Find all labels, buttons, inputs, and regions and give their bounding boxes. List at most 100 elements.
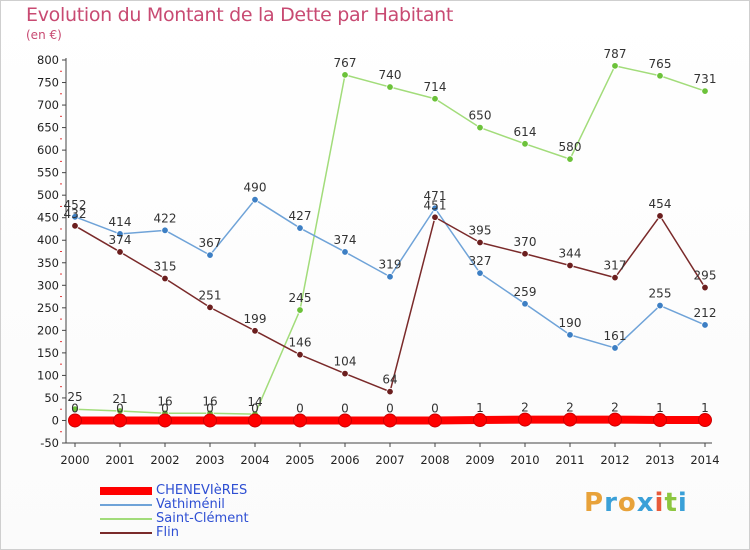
- data-label: 0: [161, 401, 169, 415]
- data-label: 0: [71, 401, 79, 415]
- y-tick-label: 600: [37, 143, 59, 157]
- data-point: [206, 303, 214, 312]
- data-label: 0: [431, 401, 439, 415]
- proxiti-logo: Proxiti: [584, 488, 688, 518]
- data-label: 64: [382, 373, 397, 387]
- data-label: 104: [334, 355, 357, 369]
- data-point: [701, 283, 709, 292]
- logo-letter: i: [677, 488, 688, 518]
- x-tick-label: 2004: [240, 453, 269, 467]
- data-point: [386, 273, 394, 281]
- data-point: [611, 273, 619, 282]
- legend-swatch-saint-clement: [100, 518, 152, 520]
- data-point: [296, 350, 304, 359]
- x-tick-label: 2009: [465, 453, 494, 467]
- data-label: 190: [559, 316, 582, 330]
- data-point: [296, 306, 304, 314]
- data-label: 25: [67, 390, 82, 404]
- legend-item-chenevieres: CHENEVIèRES: [100, 484, 249, 498]
- data-point: [71, 222, 79, 230]
- y-tick-label: 450: [37, 211, 59, 225]
- data-point: [71, 405, 79, 413]
- data-label: 427: [289, 209, 312, 223]
- legend-swatch-vathimenil: [100, 504, 152, 506]
- data-label: 740: [379, 68, 402, 82]
- data-point: [518, 412, 532, 427]
- data-point: [476, 269, 484, 277]
- y-tick-label: 50: [44, 391, 59, 405]
- data-label: 374: [109, 233, 132, 247]
- data-label: 319: [379, 258, 402, 272]
- data-point: [338, 413, 352, 428]
- x-tick-label: 2008: [420, 453, 449, 467]
- data-point: [116, 248, 124, 256]
- data-label: 251: [199, 288, 222, 302]
- legend-label-flin: Flin: [156, 525, 179, 540]
- data-point: [698, 413, 712, 428]
- y-tick-label: 700: [37, 98, 59, 112]
- data-label: 374: [334, 233, 357, 247]
- data-point: [611, 344, 619, 352]
- x-tick-label: 2012: [600, 453, 629, 467]
- legend-label-vathimenil: Vathiménil: [156, 497, 225, 512]
- legend-label-chenevieres: CHENEVIèRES: [156, 483, 248, 498]
- legend-item-vathimenil: Vathiménil: [100, 498, 249, 512]
- data-label: 650: [469, 109, 492, 123]
- data-label: 731: [694, 72, 717, 86]
- y-tick-label: 750: [37, 76, 59, 90]
- data-point: [341, 71, 349, 79]
- data-point: [521, 300, 529, 308]
- data-point: [521, 140, 529, 148]
- y-tick-label: 550: [37, 166, 59, 180]
- data-point: [656, 212, 664, 220]
- data-label: 395: [469, 223, 492, 237]
- x-tick-label: 2006: [330, 453, 359, 467]
- data-label: 414: [109, 215, 132, 229]
- legend-swatch-flin: [100, 532, 152, 534]
- data-point: [293, 413, 307, 428]
- series-points: [68, 62, 712, 428]
- data-label: 1: [701, 401, 709, 415]
- data-point: [656, 301, 664, 310]
- data-point: [161, 226, 169, 235]
- data-point: [116, 230, 124, 238]
- data-point: [248, 413, 262, 428]
- data-label: 432: [64, 207, 87, 221]
- x-tick-label: 2003: [195, 453, 224, 467]
- data-label: 0: [341, 401, 349, 415]
- data-label: 0: [116, 401, 124, 415]
- data-label: 0: [251, 401, 259, 415]
- data-point: [428, 413, 442, 428]
- data-label: 580: [559, 140, 582, 154]
- data-point: [296, 224, 304, 232]
- data-point: [431, 213, 439, 221]
- x-tick-label: 2002: [150, 453, 179, 467]
- data-point: [521, 250, 529, 258]
- y-tick-label: 650: [37, 121, 59, 135]
- data-label: 614: [514, 125, 537, 139]
- y-tick-label: 0: [52, 413, 59, 427]
- y-tick-label: 250: [37, 301, 59, 315]
- logo-letter: t: [664, 488, 678, 518]
- legend-label-saint-clement: Saint-Clément: [156, 511, 249, 526]
- x-tick-label: 2011: [555, 453, 584, 467]
- x-tick-label: 2000: [60, 453, 89, 467]
- data-label: 452: [64, 198, 87, 212]
- x-tick-label: 2001: [105, 453, 134, 467]
- legend-swatch-chenevieres: [100, 487, 152, 495]
- data-label: 787: [604, 47, 627, 61]
- legend-item-flin: Flin: [100, 526, 249, 540]
- data-label: 295: [694, 269, 717, 283]
- data-label: 454: [649, 197, 672, 211]
- data-label: 422: [154, 211, 177, 225]
- data-point: [161, 274, 169, 283]
- data-point: [701, 87, 709, 95]
- x-tick-label: 2005: [285, 453, 314, 467]
- data-point: [341, 248, 349, 256]
- data-point: [113, 413, 127, 428]
- y-tick-label: 800: [37, 53, 59, 67]
- chart-title: Evolution du Montant de la Dette par Hab…: [26, 4, 454, 26]
- data-point: [386, 387, 394, 396]
- data-label: 471: [424, 189, 447, 203]
